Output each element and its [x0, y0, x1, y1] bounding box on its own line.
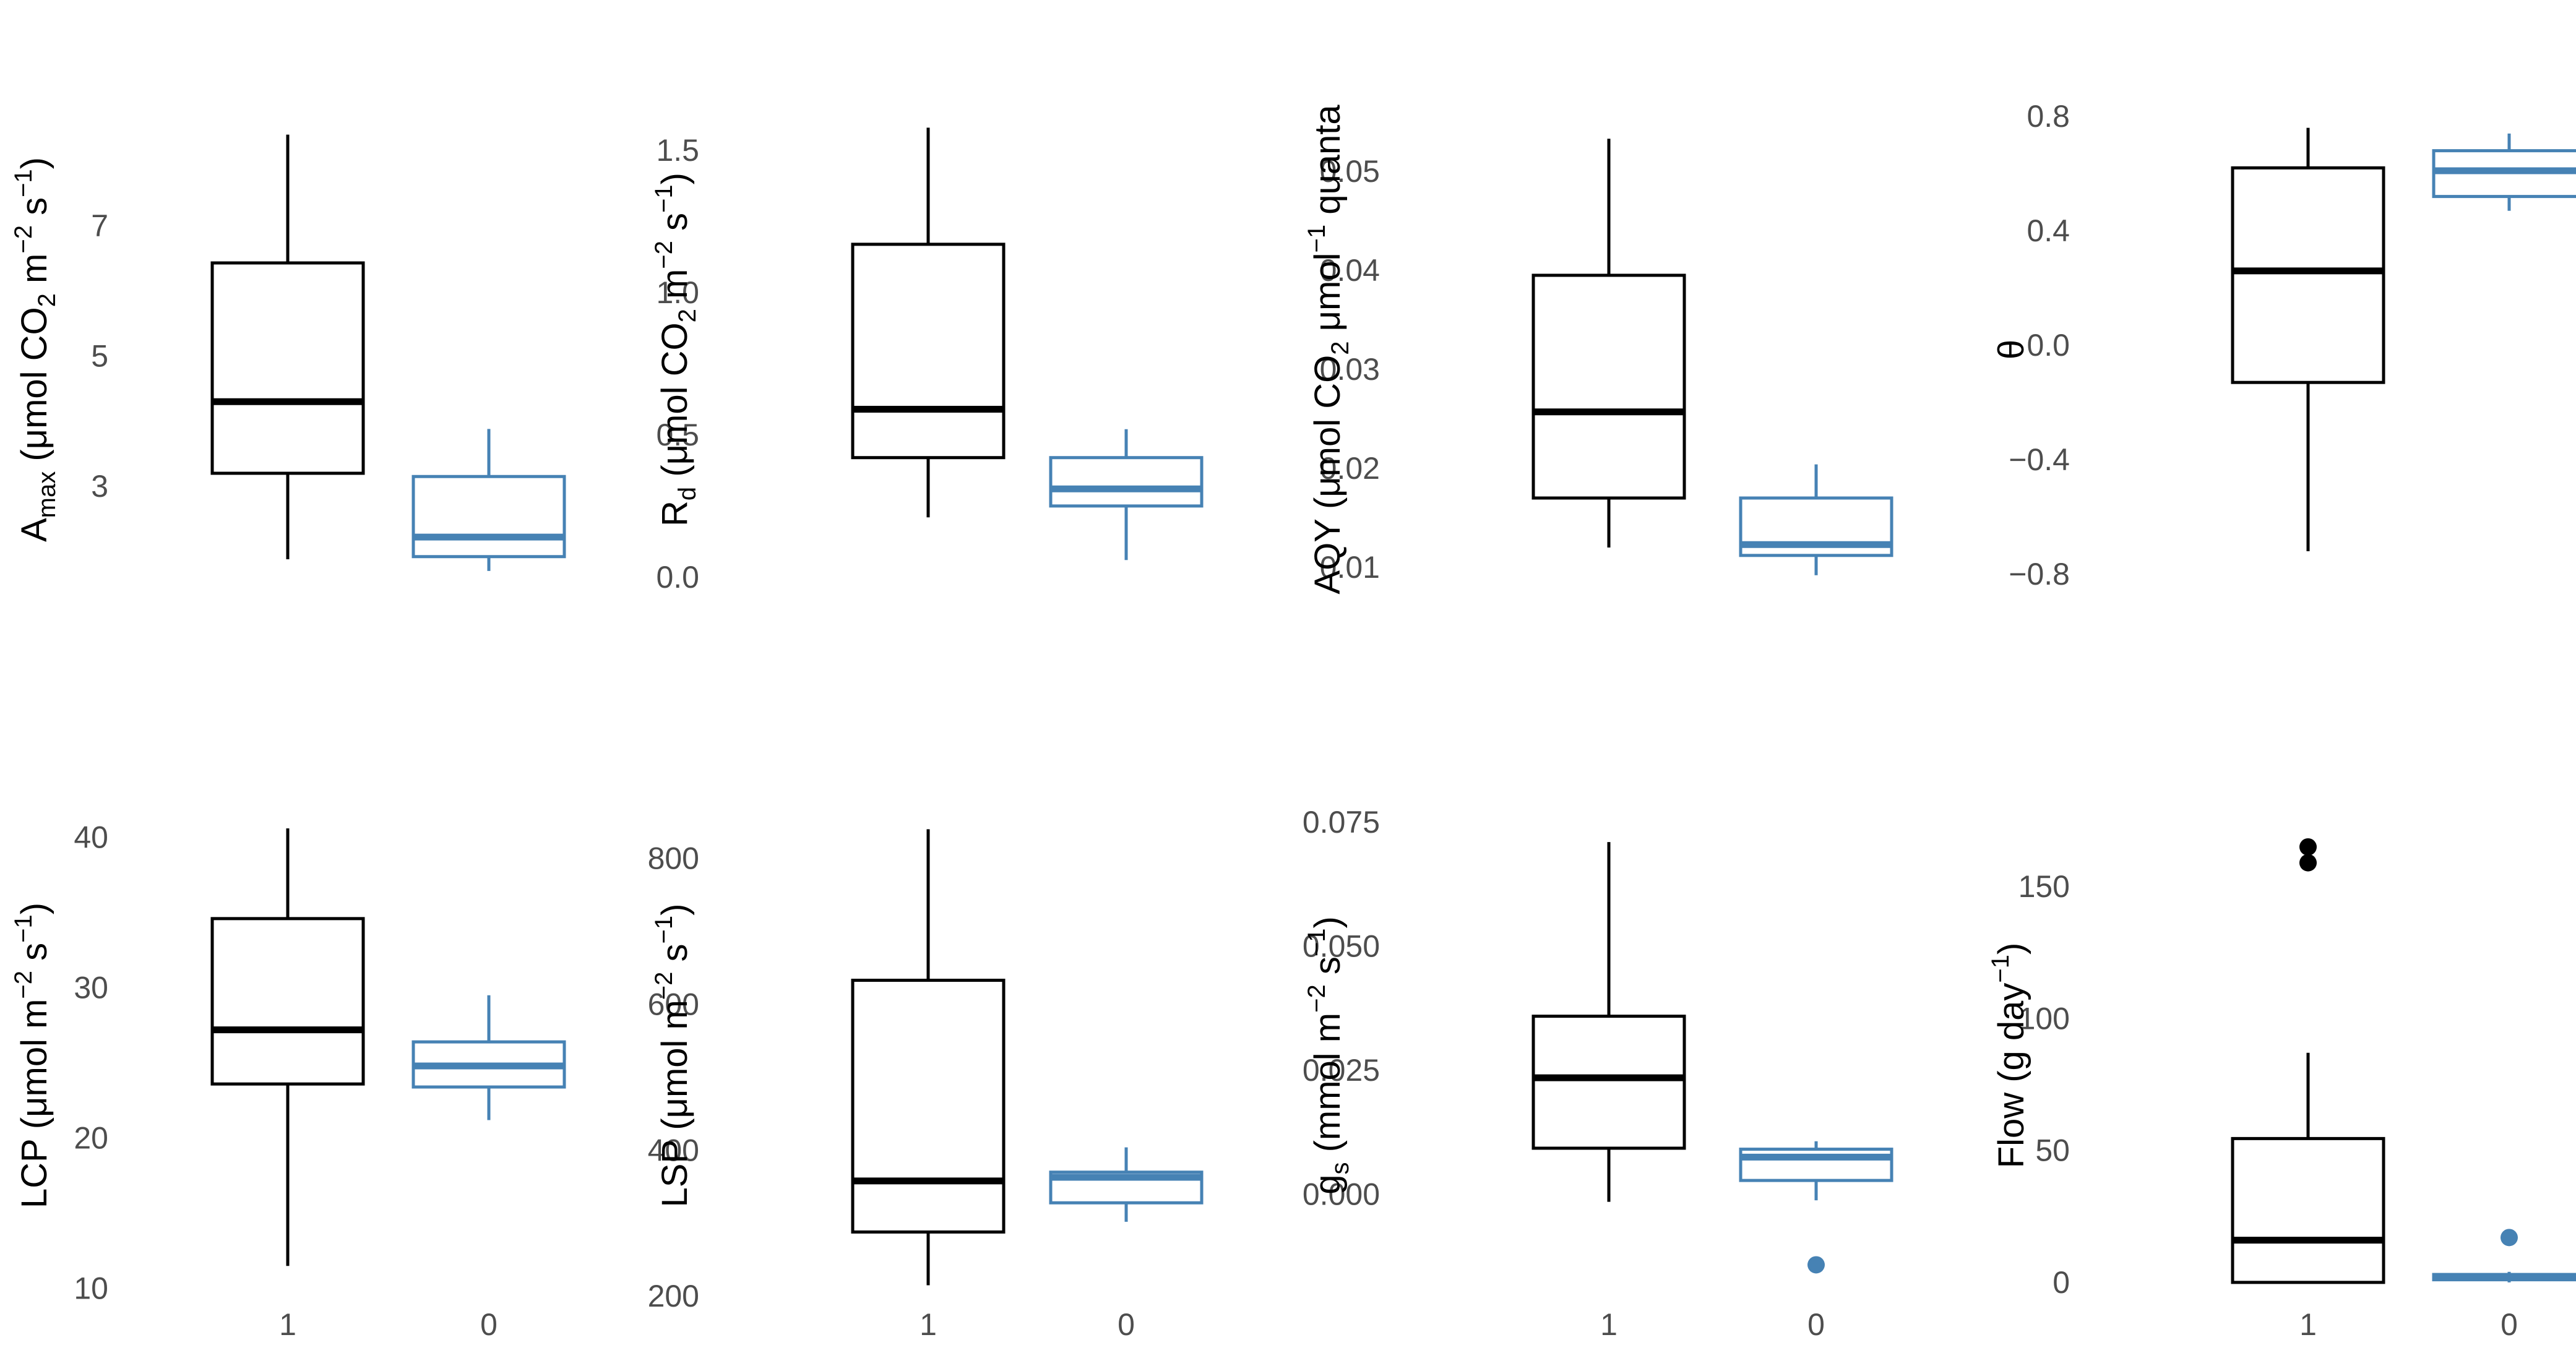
y-tick-label: −0.4: [2009, 442, 2070, 477]
y-tick-label: 0.05: [1320, 154, 1380, 189]
x-tick-label: 0: [480, 1307, 498, 1342]
y-tick-label: 400: [648, 1133, 699, 1167]
panel-lsp: 200 400 600 800 LSP (μmol m−2 s−1) 1 0: [648, 829, 1204, 1342]
y-axis-title: AQY (μmol CO2 μmol−1 quanta: [1303, 105, 1354, 595]
iqr-box: [210, 917, 365, 1086]
y-axis-title: θ: [1991, 340, 2031, 359]
y-tick-label: 5: [91, 339, 108, 374]
y-tick-label: 200: [648, 1279, 699, 1313]
y-axis-title: LCP (μmol m−2 s−1): [10, 903, 54, 1208]
y-tick-label: −0.8: [2009, 557, 2070, 591]
outlier-point: [2501, 1229, 2518, 1247]
outlier-point: [2299, 854, 2317, 872]
box-group-1: [210, 134, 365, 559]
y-tick-label: 800: [648, 841, 699, 876]
y-tick-label: 50: [2035, 1133, 2070, 1168]
y-tick-label: 3: [91, 469, 108, 504]
x-tick-label: 1: [2299, 1307, 2317, 1342]
box-group-1: [851, 829, 1006, 1286]
y-tick-label: 10: [74, 1271, 108, 1306]
y-tick-label: 100: [2018, 1001, 2070, 1036]
y-tick-label: 0.025: [1303, 1053, 1380, 1088]
x-tick-label: 0: [1807, 1307, 1825, 1342]
iqr-box: [2231, 1136, 2385, 1284]
box-group-1: [851, 127, 1006, 518]
y-tick-label: 1.5: [656, 133, 699, 168]
iqr-box: [1049, 456, 1204, 508]
box-group-1: [1531, 139, 1686, 548]
box-group-0: [1049, 429, 1204, 561]
iqr-box: [1531, 1015, 1686, 1150]
panel-gs: 0.000 0.025 0.050 0.075 gs (mmol m−2 s−1) 1 0: [1303, 805, 1893, 1342]
y-tick-label: 7: [91, 208, 108, 243]
box-group-1: [2231, 838, 2385, 1284]
y-axis-title: gs (mmol m−2 s−1): [1303, 916, 1354, 1195]
outlier-point: [2299, 838, 2317, 856]
y-tick-label: 30: [74, 971, 108, 1005]
y-tick-label: 0.5: [656, 418, 699, 452]
box-group-0: [2432, 1229, 2576, 1282]
box-group-0: [411, 995, 566, 1120]
box-group-1: [1531, 842, 1686, 1202]
y-tick-label: 0.04: [1320, 253, 1380, 288]
y-tick-label: 0.4: [2027, 213, 2070, 248]
panel-flow: 0 50 100 150 Flow (g day−1) 1 0: [1987, 838, 2576, 1342]
y-tick-label: 600: [648, 987, 699, 1021]
panel-amax: 3 5 7 Amax (μmol CO2 m−2 s−1): [10, 134, 566, 571]
iqr-box: [1531, 273, 1686, 500]
y-tick-label: 0.8: [2027, 99, 2070, 134]
y-axis-title: Amax (μmol CO2 m−2 s−1): [10, 157, 61, 542]
panel-theta: −0.8 −0.4 0.0 0.4 0.8 θ: [1991, 99, 2576, 591]
x-tick-label: 1: [279, 1307, 296, 1342]
iqr-box: [851, 243, 1006, 460]
outlier-point: [1807, 1256, 1825, 1274]
box-group-0: [1739, 1141, 1893, 1274]
y-tick-label: 1.0: [656, 275, 699, 310]
y-tick-label: 40: [74, 820, 108, 855]
iqr-box: [851, 979, 1006, 1234]
y-tick-label: 0.0: [2027, 328, 2070, 363]
box-group-0: [1739, 464, 1893, 575]
y-tick-label: 150: [2018, 869, 2070, 904]
panel-rd: 0.0 0.5 1.0 1.5 Rd (μmol CO2 m−2 s−1): [650, 127, 1204, 595]
iqr-box: [411, 475, 566, 559]
y-tick-label: 0.000: [1303, 1177, 1380, 1212]
y-tick-label: 0.01: [1320, 550, 1380, 585]
y-tick-label: 0.050: [1303, 929, 1380, 964]
y-tick-label: 20: [74, 1121, 108, 1156]
y-tick-label: 0.0: [656, 560, 699, 595]
iqr-box: [2231, 166, 2385, 384]
box-group-0: [1049, 1147, 1204, 1222]
x-tick-label: 0: [1118, 1307, 1135, 1342]
y-axis-title: Flow (g day−1): [1987, 943, 2031, 1169]
box-group-1: [210, 828, 365, 1266]
x-tick-label: 0: [2501, 1307, 2518, 1342]
box-group-0: [2432, 133, 2576, 211]
y-tick-label: 0.02: [1320, 451, 1380, 486]
y-axis-title: Rd (μmol CO2 m−2 s−1): [650, 173, 701, 526]
x-tick-label: 1: [1600, 1307, 1618, 1342]
x-tick-label: 1: [920, 1307, 937, 1342]
y-tick-label: 0.075: [1303, 805, 1380, 840]
box-group-0: [411, 429, 566, 571]
y-axis-title: LSP (μmol m−2 s−1): [650, 904, 695, 1208]
box-group-1: [2231, 127, 2385, 552]
iqr-box: [210, 261, 365, 475]
y-tick-label: 0.03: [1320, 352, 1380, 387]
y-tick-label: 0: [2053, 1265, 2070, 1300]
